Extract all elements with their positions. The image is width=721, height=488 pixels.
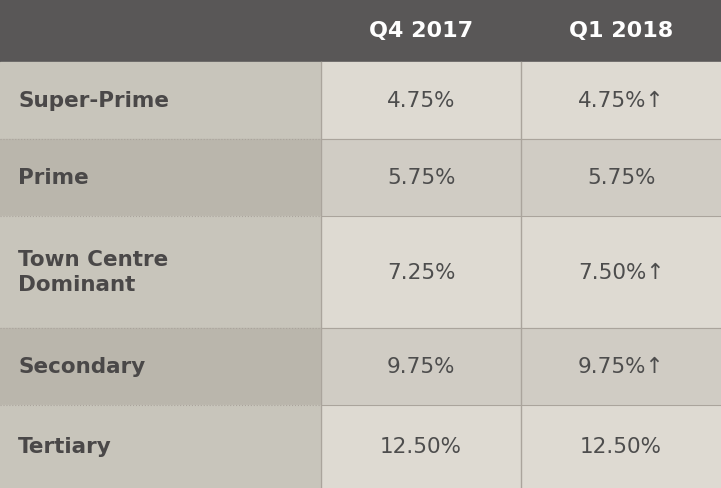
Text: 12.50%: 12.50% [380, 437, 462, 456]
Bar [0, 405, 321, 488]
Bar [0, 328, 321, 405]
Bar [321, 405, 721, 488]
Text: 4.75%↑: 4.75%↑ [578, 91, 664, 111]
Text: 5.75%: 5.75% [587, 168, 655, 188]
Text: 9.75%: 9.75% [386, 357, 456, 376]
Bar [0, 62, 321, 140]
Bar [0, 0, 721, 62]
Text: 5.75%: 5.75% [386, 168, 456, 188]
Text: Q1 2018: Q1 2018 [569, 21, 673, 41]
Text: Super-Prime: Super-Prime [18, 91, 169, 111]
Text: 9.75%↑: 9.75%↑ [578, 357, 664, 376]
Text: 7.25%: 7.25% [386, 263, 456, 282]
Text: 12.50%: 12.50% [580, 437, 662, 456]
Text: Prime: Prime [18, 168, 89, 188]
Text: 7.50%↑: 7.50%↑ [578, 263, 664, 282]
Bar [0, 217, 321, 328]
Bar [321, 217, 721, 328]
Text: Secondary: Secondary [18, 357, 145, 376]
Text: Town Centre
Dominant: Town Centre Dominant [18, 250, 168, 295]
Bar [0, 140, 321, 217]
Text: 4.75%: 4.75% [386, 91, 456, 111]
Bar [321, 140, 721, 217]
Bar [321, 62, 721, 140]
Text: Q4 2017: Q4 2017 [369, 21, 473, 41]
Bar [321, 328, 721, 405]
Text: Tertiary: Tertiary [18, 437, 112, 456]
